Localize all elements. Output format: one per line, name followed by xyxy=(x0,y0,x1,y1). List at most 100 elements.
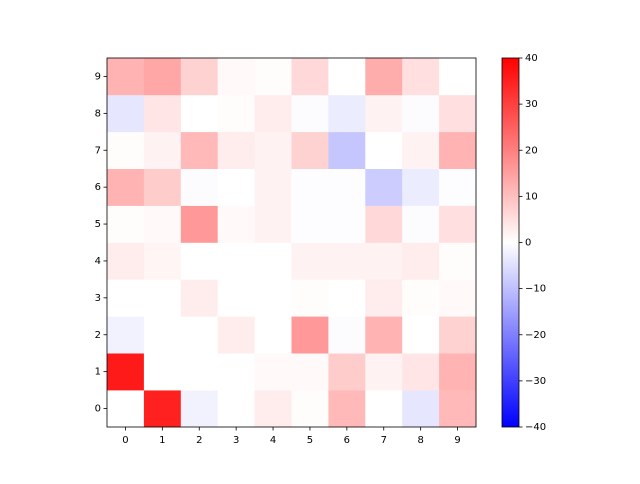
heatmap-cell xyxy=(365,242,403,280)
heatmap-cell xyxy=(180,353,218,391)
heatmap-cell xyxy=(143,353,182,391)
heatmap-cell xyxy=(180,390,218,428)
heatmap-cell xyxy=(402,94,440,133)
heatmap-cell xyxy=(439,131,477,169)
y-tick-label: 9 xyxy=(95,71,101,82)
heatmap-cell xyxy=(107,390,145,428)
heatmap-cell xyxy=(254,168,292,206)
x-tick-label: 6 xyxy=(344,435,350,446)
heatmap-cell xyxy=(291,58,329,96)
heatmap-cell xyxy=(402,242,440,280)
heatmap-cell xyxy=(291,390,329,428)
heatmap-cell xyxy=(291,168,329,206)
heatmap-cell xyxy=(217,390,255,428)
heatmap-cell xyxy=(180,168,218,206)
heatmap-cell xyxy=(402,279,440,317)
heatmap-cell xyxy=(439,353,477,391)
heatmap-cell xyxy=(143,279,182,317)
heatmap-cell xyxy=(107,94,145,133)
heatmap-cell xyxy=(328,58,366,96)
heatmap-cell xyxy=(439,316,477,354)
heatmap-cell xyxy=(254,242,292,280)
y-tick-label: 2 xyxy=(95,330,101,341)
heatmap-cell xyxy=(254,353,292,391)
heatmap-cell xyxy=(254,279,292,317)
y-tick-label: 5 xyxy=(95,219,101,230)
x-tick-label: 7 xyxy=(381,435,387,446)
heatmap-cell xyxy=(217,131,255,169)
heatmap-cell xyxy=(402,168,440,206)
heatmap-cell xyxy=(254,58,292,96)
heatmap-cell xyxy=(217,205,255,243)
heatmap-cell xyxy=(328,131,366,169)
y-tick-label: 6 xyxy=(95,182,101,193)
heatmap-cell xyxy=(402,131,440,169)
heatmap-cell xyxy=(439,58,477,96)
colorbar-tick-label: −30 xyxy=(525,376,546,387)
heatmap-cell xyxy=(143,58,182,96)
heatmap-cell xyxy=(439,242,477,280)
x-tick-label: 8 xyxy=(417,435,423,446)
heatmap-cell xyxy=(402,390,440,428)
heatmap-cell xyxy=(143,390,182,428)
heatmap-cell xyxy=(291,205,329,243)
x-tick-label: 3 xyxy=(233,435,239,446)
colorbar-tick-label: 40 xyxy=(525,53,538,64)
heatmap-cell xyxy=(180,58,218,96)
heatmap-cell xyxy=(328,242,366,280)
heatmap-cell xyxy=(254,316,292,354)
heatmap-cell xyxy=(439,390,477,428)
heatmap-cell xyxy=(291,279,329,317)
heatmap-cell xyxy=(180,131,218,169)
heatmap-cell xyxy=(291,316,329,354)
heatmap-cell xyxy=(365,390,403,428)
heatmap-cell xyxy=(328,316,366,354)
heatmap-cell xyxy=(180,279,218,317)
heatmap-cell xyxy=(143,205,182,243)
colorbar-tick-label: 0 xyxy=(525,238,531,249)
x-tick-label: 1 xyxy=(159,435,165,446)
x-tick-label: 0 xyxy=(122,435,128,446)
heatmap-cell xyxy=(217,242,255,280)
colorbar-tick-label: −40 xyxy=(525,422,546,433)
heatmap-cell xyxy=(107,205,145,243)
heatmap-cell xyxy=(217,279,255,317)
heatmap-cell xyxy=(107,316,145,354)
heatmap-cell xyxy=(365,205,403,243)
colorbar-tick-label: −20 xyxy=(525,330,546,341)
heatmap-cell xyxy=(439,94,477,133)
heatmap-cell xyxy=(254,94,292,133)
heatmap-cell xyxy=(180,94,218,133)
heatmap-cell xyxy=(217,353,255,391)
heatmap-cell xyxy=(107,279,145,317)
colorbar-tick-label: −10 xyxy=(525,284,546,295)
heatmap-cell xyxy=(107,168,145,206)
y-tick-label: 4 xyxy=(95,256,101,267)
heatmap-cell xyxy=(328,390,366,428)
heatmap-cell xyxy=(402,353,440,391)
heatmap-cell xyxy=(143,94,182,133)
heatmap-cell xyxy=(365,131,403,169)
heatmap-cell xyxy=(328,279,366,317)
y-tick-label: 0 xyxy=(95,404,101,415)
heatmap-cell xyxy=(107,353,145,391)
heatmap-cell xyxy=(365,279,403,317)
heatmap-cell xyxy=(217,316,255,354)
colorbar xyxy=(501,57,520,428)
heatmap-cell xyxy=(143,242,182,280)
heatmap-cell xyxy=(439,279,477,317)
heatmap-cell xyxy=(365,168,403,206)
plot-frame xyxy=(106,57,477,428)
heatmap-cell xyxy=(365,58,403,96)
heatmap-cell xyxy=(402,58,440,96)
heatmap-cell xyxy=(143,168,182,206)
x-tick-label: 9 xyxy=(454,435,460,446)
colorbar-tick-label: 20 xyxy=(525,145,538,156)
heatmap-cell xyxy=(328,205,366,243)
heatmap-cell xyxy=(402,316,440,354)
y-tick-label: 8 xyxy=(95,108,101,119)
x-tick-label: 2 xyxy=(196,435,202,446)
heatmap-cell xyxy=(365,94,403,133)
heatmap-cell xyxy=(143,131,182,169)
